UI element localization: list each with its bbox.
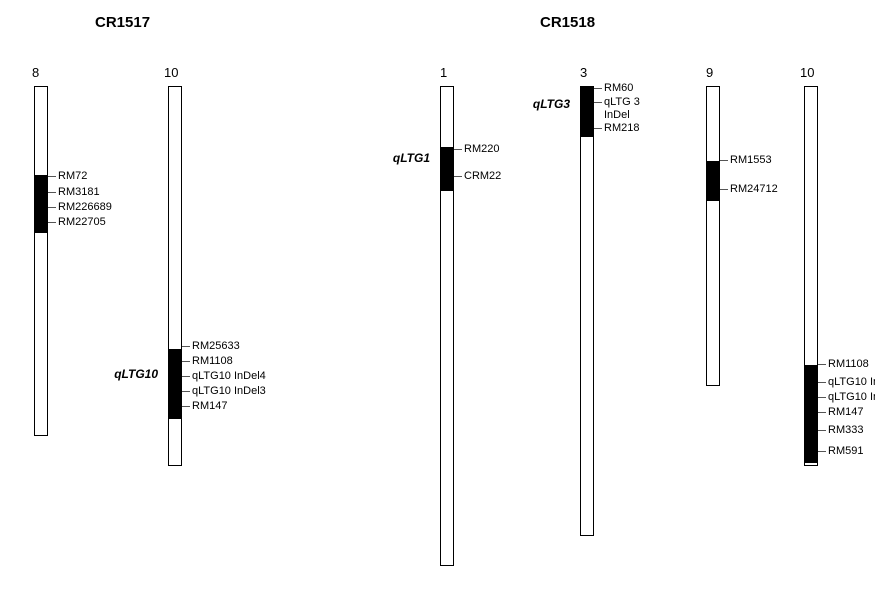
marker-cr1517-10-4: RM147: [192, 400, 227, 412]
tick-cr1517-10-0: [182, 346, 190, 347]
tick-cr1518-10-3: [818, 412, 826, 413]
tick-cr1518-10-0: [818, 364, 826, 365]
marker-cr1518-10-0: RM1108: [828, 358, 869, 370]
tick-cr1518-1-0: [454, 149, 462, 150]
marker-cr1517-8-2: RM226689: [58, 201, 112, 213]
tick-cr1518-10-2: [818, 397, 826, 398]
chrom-region-cr1517-8-0: [35, 175, 47, 233]
marker-cr1518-3-0: RM60: [604, 82, 633, 94]
tick-cr1517-10-2: [182, 376, 190, 377]
marker-cr1518-10-4: RM333: [828, 424, 863, 436]
chrom-label-cr1518-3: 3: [580, 65, 587, 80]
tick-cr1517-10-4: [182, 406, 190, 407]
qtl-label-cr1518-1-0: qLTG1: [370, 151, 430, 165]
chrom-bar-cr1518-10: [804, 86, 818, 466]
marker-cr1517-10-3: qLTG10 InDel3: [192, 385, 266, 397]
marker-cr1517-8-0: RM72: [58, 170, 87, 182]
tick-cr1517-8-2: [48, 207, 56, 208]
marker-cr1518-10-3: RM147: [828, 406, 863, 418]
tick-cr1518-3-0: [594, 88, 602, 89]
group-title-CR1518: CR1518: [540, 14, 595, 31]
tick-cr1517-10-1: [182, 361, 190, 362]
chrom-label-cr1518-1: 1: [440, 65, 447, 80]
tick-cr1518-3-3: [594, 128, 602, 129]
chrom-bar-cr1518-9: [706, 86, 720, 386]
qtl-label-cr1517-10-0: qLTG10: [98, 367, 158, 381]
tick-cr1518-9-0: [720, 160, 728, 161]
tick-cr1518-9-1: [720, 189, 728, 190]
marker-cr1518-3-1: qLTG 3: [604, 96, 640, 108]
chrom-label-cr1518-9: 9: [706, 65, 713, 80]
marker-cr1518-3-3: RM218: [604, 122, 639, 134]
tick-cr1518-3-1: [594, 102, 602, 103]
chrom-region-cr1518-9-0: [707, 161, 719, 201]
chrom-region-cr1517-10-0: [169, 349, 181, 419]
marker-cr1518-9-1: RM24712: [730, 183, 778, 195]
tick-cr1517-8-1: [48, 192, 56, 193]
chrom-bar-cr1518-3: [580, 86, 594, 536]
chrom-label-cr1517-8: 8: [32, 65, 39, 80]
chrom-bar-cr1517-8: [34, 86, 48, 436]
marker-cr1518-1-0: RM220: [464, 143, 499, 155]
tick-cr1518-10-5: [818, 451, 826, 452]
tick-cr1518-10-4: [818, 430, 826, 431]
marker-cr1518-3-2: InDel: [604, 109, 630, 121]
tick-cr1517-8-0: [48, 176, 56, 177]
marker-cr1518-9-0: RM1553: [730, 154, 772, 166]
marker-cr1518-10-5: RM591: [828, 445, 863, 457]
marker-cr1517-8-1: RM3181: [58, 186, 100, 198]
marker-cr1517-8-3: RM22705: [58, 216, 106, 228]
chrom-region-cr1518-1-0: [441, 147, 453, 191]
chrom-region-cr1518-10-0: [805, 365, 817, 463]
group-title-CR1517: CR1517: [95, 14, 150, 31]
tick-cr1518-1-1: [454, 176, 462, 177]
marker-cr1517-10-0: RM25633: [192, 340, 240, 352]
tick-cr1517-10-3: [182, 391, 190, 392]
chrom-label-cr1518-10: 10: [800, 65, 814, 80]
chrom-region-cr1518-3-0: [581, 87, 593, 137]
marker-cr1518-10-2: qLTG10 InDel3: [828, 391, 875, 403]
chrom-bar-cr1518-1: [440, 86, 454, 566]
marker-cr1518-1-1: CRM22: [464, 170, 501, 182]
tick-cr1518-10-1: [818, 382, 826, 383]
chrom-bar-cr1517-10: [168, 86, 182, 466]
marker-cr1517-10-2: qLTG10 InDel4: [192, 370, 266, 382]
marker-cr1518-10-1: qLTG10 InDel4: [828, 376, 875, 388]
marker-cr1517-10-1: RM1108: [192, 355, 233, 367]
tick-cr1517-8-3: [48, 222, 56, 223]
qtl-label-cr1518-3-0: qLTG3: [510, 97, 570, 111]
chrom-label-cr1517-10: 10: [164, 65, 178, 80]
